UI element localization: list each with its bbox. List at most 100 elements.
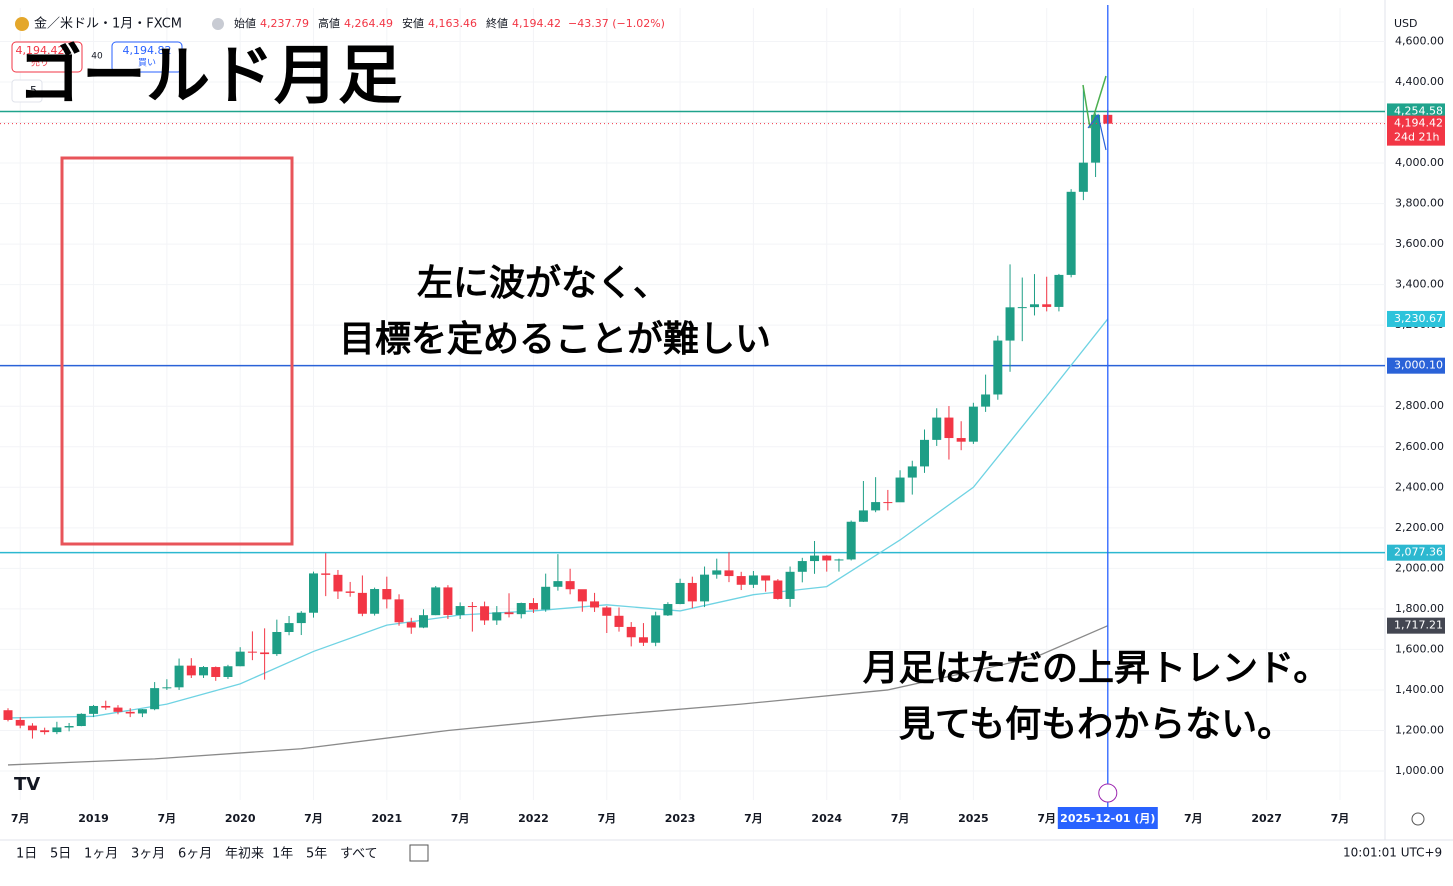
y-tick-label: 2,000.00 — [1395, 561, 1444, 574]
candle-body — [467, 606, 477, 608]
interval-menu[interactable] — [11, 79, 43, 103]
candle-body — [3, 710, 13, 720]
candle-body — [76, 713, 86, 727]
candle-body — [1091, 114, 1101, 163]
candle-body — [675, 582, 685, 605]
price-label: 4,254.58 — [1394, 104, 1443, 117]
candle-body — [700, 574, 710, 602]
candle-body — [199, 667, 209, 676]
y-tick-label: 4,000.00 — [1395, 156, 1444, 169]
candle-body — [137, 709, 147, 714]
ohlc-header: 高値 — [318, 16, 340, 30]
annotation: 月足はただの上昇トレンド。 — [863, 648, 1330, 689]
candle-body — [687, 582, 697, 602]
candle-body — [602, 607, 612, 616]
candle-body — [797, 561, 807, 572]
candle-body — [577, 589, 587, 602]
ohlc-header: 4,264.49 — [344, 17, 393, 30]
buy-button[interactable] — [111, 41, 183, 73]
range-button[interactable]: 1年 — [272, 847, 293, 862]
candle-body — [1017, 307, 1027, 309]
x-tick-label: 7月 — [597, 812, 616, 825]
x-tick-label: 7月 — [1331, 812, 1350, 825]
settings-icon[interactable] — [1411, 812, 1425, 826]
candle-body — [907, 466, 917, 478]
annotation: 見ても何もわからない。 — [899, 704, 1293, 745]
range-button[interactable]: 1日 — [16, 847, 37, 862]
candle-body — [651, 615, 661, 643]
overlay: 金／米ドル・1月・FXCM 4,194.42 売り 40 4,194.82 買い… — [11, 16, 1442, 862]
candle-body — [565, 581, 575, 590]
x-tick-label: 7月 — [891, 812, 910, 825]
price-label: 1,717.21 — [1394, 619, 1443, 632]
candle-body — [492, 612, 502, 621]
sell-button[interactable] — [11, 41, 83, 73]
candle-body — [101, 705, 111, 708]
candle-body — [223, 666, 233, 677]
price-label: 3,000.10 — [1394, 359, 1443, 372]
symbol-icon — [15, 17, 29, 31]
status-dot — [212, 18, 224, 30]
candle-body — [406, 622, 416, 628]
range-button[interactable]: 5年 — [306, 847, 327, 862]
buy-label: 買い — [138, 58, 156, 69]
candle-body — [822, 555, 832, 561]
range-button[interactable]: 5日 — [50, 847, 71, 862]
currency: USD — [1394, 17, 1418, 30]
x-tick-label: 2020 — [225, 812, 256, 825]
range-button[interactable]: 年初来 — [225, 847, 264, 862]
candle-body — [1042, 304, 1052, 307]
y-tick-label: 3,400.00 — [1395, 278, 1444, 291]
candle-body — [431, 587, 441, 616]
candle-body — [932, 417, 942, 440]
candle-body — [1029, 304, 1039, 308]
candle-body — [309, 573, 318, 613]
candle-body — [162, 687, 172, 689]
buy-price: 4,194.82 — [123, 44, 172, 57]
range-button[interactable]: すべて — [340, 847, 378, 862]
event-marker — [1098, 783, 1118, 803]
annotation: 目標を定めることが難しい — [339, 319, 771, 360]
candle-body — [944, 417, 954, 439]
candle-body — [174, 665, 184, 688]
candle-body — [993, 340, 1003, 395]
x-tick-label: 7月 — [744, 812, 763, 825]
candle-body — [834, 559, 844, 561]
candle-body — [272, 631, 282, 655]
candle-body — [883, 502, 893, 504]
x-tick-label: 2023 — [665, 812, 696, 825]
x-tick-label: 2024 — [811, 812, 842, 825]
candle-body — [761, 575, 771, 581]
candle-body — [810, 555, 820, 562]
sell-price: 4,194.42 — [16, 44, 65, 57]
ohlc-header: 4,194.42 — [512, 17, 561, 30]
clock: 10:01:01 UTC+9 — [1343, 846, 1442, 860]
candle-body — [480, 606, 490, 621]
price-label: 3,230.67 — [1394, 312, 1443, 325]
candle-body — [186, 665, 196, 676]
date-range-icon[interactable] — [409, 844, 429, 862]
price-label-bg — [1387, 103, 1445, 120]
candle-body — [712, 570, 722, 575]
candle-body — [956, 438, 966, 442]
candle-body — [27, 725, 37, 731]
range-button[interactable]: 3ヶ月 — [131, 847, 165, 862]
candle-body — [235, 651, 245, 667]
x-tick-label: 7月 — [11, 812, 30, 825]
candle-body — [748, 575, 758, 585]
price-label-bg — [1387, 115, 1445, 146]
annotation-box — [60, 156, 294, 546]
ohlc-header: 4,163.46 — [428, 17, 477, 30]
range-button[interactable]: 1ヶ月 — [84, 847, 118, 862]
candle-body — [394, 599, 404, 623]
x-tick-label: 7月 — [451, 812, 470, 825]
y-tick-label: 2,600.00 — [1395, 440, 1444, 453]
range-button[interactable]: 6ヶ月 — [178, 847, 212, 862]
candle-body — [1054, 274, 1064, 307]
candle-body — [553, 581, 563, 587]
x-tick-label: 2025 — [958, 812, 989, 825]
y-tick-label: 2,200.00 — [1395, 521, 1444, 534]
